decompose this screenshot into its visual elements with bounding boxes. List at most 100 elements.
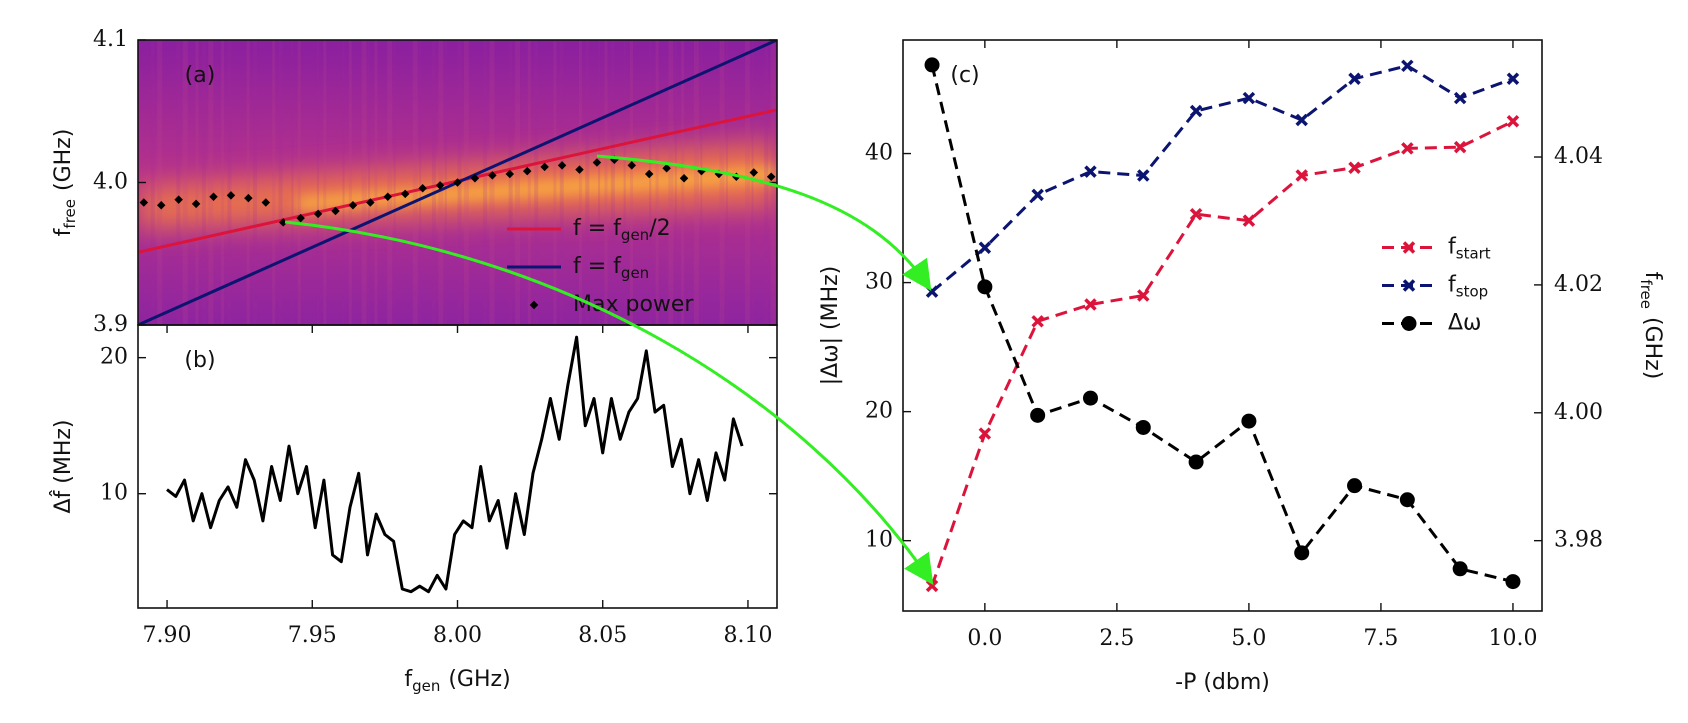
y2-axis-label: ffree (GHz) <box>1638 272 1666 380</box>
x-tick-label: 7.95 <box>288 623 337 648</box>
scatter-point <box>244 193 253 203</box>
legend-label-part: stop <box>1456 282 1488 300</box>
point-marker <box>1506 72 1520 85</box>
heatmap-streak <box>719 40 725 325</box>
legend-label-part: f = f <box>573 216 622 241</box>
x-tick-label: 7.5 <box>1363 626 1398 651</box>
y-axis-label-part: (GHz) <box>51 129 76 191</box>
heatmap-streak <box>387 40 393 325</box>
point-marker <box>1348 72 1361 85</box>
point-marker <box>1294 545 1310 561</box>
scatter-point <box>488 171 497 180</box>
heatmap-streak <box>674 40 677 325</box>
x-tick-label: 8.00 <box>433 623 482 648</box>
point-marker <box>1399 492 1415 508</box>
plot-frame <box>137 324 778 609</box>
legend-label-part: start <box>1456 244 1491 262</box>
point-marker <box>978 241 992 254</box>
point-marker <box>925 285 939 298</box>
y-tick-label: 4.1 <box>93 27 128 52</box>
heatmap-streak <box>361 40 367 325</box>
point-marker <box>1031 315 1044 328</box>
heatmap-streak <box>412 40 418 325</box>
legend-marker <box>1401 316 1417 331</box>
heatmap-streak <box>630 40 634 325</box>
y2-tick-label: 4.00 <box>1554 400 1603 425</box>
heatmap-streak <box>604 40 608 325</box>
point-marker <box>1241 413 1257 429</box>
panel-label: (a) <box>185 63 216 88</box>
scatter-point <box>278 218 288 227</box>
heatmap-streak <box>534 40 539 325</box>
scatter-point <box>453 178 462 187</box>
point-marker <box>1453 140 1467 154</box>
scatter-point <box>156 201 166 210</box>
x-tick-label: 5.0 <box>1231 626 1266 651</box>
legend-label-part: gen <box>621 226 649 244</box>
scatter-point <box>348 201 358 210</box>
x-axis-label-part: f <box>404 667 413 692</box>
point-marker <box>1137 169 1150 182</box>
scatter-point <box>174 195 183 204</box>
heatmap-streak <box>201 40 206 325</box>
x-tick-label: 0.0 <box>967 626 1002 651</box>
heatmap-streak <box>623 40 626 325</box>
heatmap-streak <box>508 40 513 325</box>
point-marker <box>1348 161 1361 174</box>
plots: 3.94.04.1(a)ffree(GHz)f = fgen/2f = fgen… <box>50 27 1665 695</box>
point-marker <box>1452 561 1468 577</box>
point-marker <box>1030 407 1046 423</box>
y-tick-label: 3.9 <box>93 312 128 337</box>
y2-axis-label-part: f <box>1640 272 1665 281</box>
heatmap-streak <box>489 40 495 325</box>
heatmap-streak <box>221 40 225 325</box>
heatmap-streak <box>431 40 436 325</box>
point-marker <box>1189 104 1203 118</box>
point-marker <box>1189 207 1203 221</box>
heatmap-streak <box>751 40 754 325</box>
point-marker <box>977 279 993 295</box>
point-marker <box>1135 419 1151 435</box>
heatmap-streak <box>725 40 728 325</box>
heatmap-streak <box>278 40 283 325</box>
heatmap-streak <box>227 40 232 325</box>
legend-label-part: f <box>1448 273 1457 298</box>
panel <box>166 335 744 594</box>
point-marker <box>1401 142 1414 155</box>
scatter-point <box>400 189 410 199</box>
x-axis-label-part: (GHz) <box>448 667 510 692</box>
heatmap-streak <box>463 40 469 325</box>
y-tick-label: 4.0 <box>93 170 128 195</box>
point-marker <box>1505 574 1521 590</box>
point-marker <box>1137 289 1150 302</box>
series-line <box>930 64 1514 584</box>
point-marker <box>1453 91 1467 105</box>
heatmap-streak <box>157 40 163 325</box>
point-marker <box>1242 91 1256 105</box>
heatmap-streak <box>700 40 703 325</box>
arrow <box>596 154 932 291</box>
point-marker <box>1242 214 1256 227</box>
scatter-point <box>296 213 305 223</box>
legend-label: f = fgen <box>573 254 649 282</box>
point-marker <box>1084 165 1097 178</box>
x-tick-label: 7.90 <box>143 623 192 648</box>
legend-marker <box>1402 241 1416 254</box>
heatmap-streak <box>208 40 214 325</box>
y2-tick-label: 4.04 <box>1554 144 1603 169</box>
point-marker <box>1188 454 1204 470</box>
legend-swatch <box>529 300 539 310</box>
legend-marker <box>1402 279 1416 292</box>
heatmap-streak <box>253 40 258 325</box>
y-tick-label: 10 <box>100 481 128 506</box>
arrow <box>284 220 934 585</box>
point-marker <box>924 57 940 73</box>
legend-label-part: f = f <box>573 254 622 279</box>
scatter-point <box>418 183 427 193</box>
heatmap-streak <box>316 40 319 325</box>
point-marker <box>978 427 992 440</box>
point-marker <box>1295 169 1308 182</box>
point-marker <box>1401 59 1414 73</box>
